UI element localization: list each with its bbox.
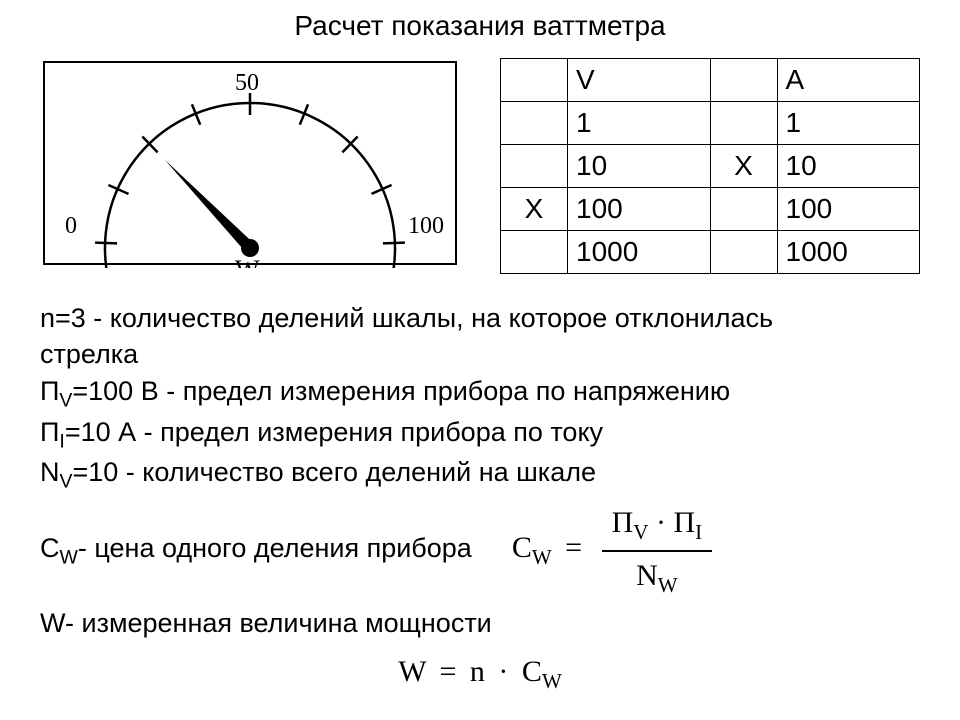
def-nv: NV=10 - количество всего делений на шкал… [40, 454, 920, 495]
dot: · [498, 655, 508, 688]
text: =100 В - предел измерения прибора по нап… [72, 376, 730, 406]
text: стрелка [40, 339, 138, 369]
def-n: n=3 - количество делений шкалы, на котор… [40, 300, 920, 373]
text: - цена одного деления прибора [78, 533, 472, 563]
value-A-10: 10 [777, 145, 920, 188]
cell-blank [710, 59, 777, 102]
subscript: W [542, 669, 562, 693]
sym: П [612, 506, 634, 539]
def-pv: ПV=100 В - предел измерения прибора по н… [40, 373, 920, 414]
range-table-container: V A 1 1 10 X 10 X 100 100 1000 1000 [500, 58, 920, 274]
definitions-block: n=3 - количество делений шкалы, на котор… [40, 300, 920, 695]
dot: · [656, 506, 666, 539]
text: П [40, 376, 59, 406]
subscript: W [658, 573, 678, 597]
cw-row: CW- цена одного деления прибора CW = ПV … [40, 501, 920, 600]
text: =10 - количество всего делений на шкале [72, 457, 596, 487]
svg-text:100: 100 [408, 213, 444, 239]
rhs-c: C [522, 655, 542, 688]
table-row: 1000 1000 [501, 231, 920, 274]
sym: N [636, 559, 658, 592]
rhs-n: n [470, 655, 485, 688]
table-row: V A [501, 59, 920, 102]
def-w: W- измеренная величина мощности [40, 605, 920, 641]
text: n=3 - количество делений шкалы, на котор… [40, 303, 773, 333]
sym: П [673, 506, 695, 539]
value-A-100: 100 [777, 188, 920, 231]
formula-w: W = n · CW [40, 652, 920, 695]
value-V-1: 1 [568, 102, 711, 145]
text: N [40, 457, 60, 487]
value-V-10: 10 [568, 145, 711, 188]
value-V-100: 100 [568, 188, 711, 231]
table-row: X 100 100 [501, 188, 920, 231]
subscript: I [695, 520, 702, 544]
mark-A-100 [710, 188, 777, 231]
svg-text:0: 0 [65, 213, 77, 239]
def-cw: CW- цена одного деления прибора [40, 530, 472, 571]
lhs: W [398, 655, 426, 688]
subscript: V [59, 389, 72, 411]
range-table: V A 1 1 10 X 10 X 100 100 1000 1000 [500, 58, 920, 274]
value-A-1000: 1000 [777, 231, 920, 274]
subscript: W [532, 545, 552, 569]
formula-cw: CW = ПV · ПI NW [512, 501, 718, 600]
subscript: V [60, 471, 73, 493]
svg-text:50: 50 [235, 70, 259, 96]
value-A-1: 1 [777, 102, 920, 145]
mark-A-10: X [710, 145, 777, 188]
value-V-1000: 1000 [568, 231, 711, 274]
wattmeter-svg: 0 50 100 W [40, 58, 460, 268]
lhs: C [512, 531, 532, 564]
equals: = [440, 655, 457, 688]
fraction: ПV · ПI NW [602, 501, 713, 600]
mark-V-1 [501, 102, 568, 145]
mark-A-1 [710, 102, 777, 145]
text: W- измеренная величина мощности [40, 608, 492, 638]
numerator: ПV · ПI [602, 501, 713, 552]
text: П [40, 417, 59, 447]
denominator: NW [602, 552, 713, 599]
table-row: 10 X 10 [501, 145, 920, 188]
svg-text:W: W [235, 255, 260, 268]
mark-V-1000 [501, 231, 568, 274]
equals: = [565, 531, 582, 564]
header-V: V [568, 59, 711, 102]
def-pi: ПI=10 А - предел измерения прибора по то… [40, 414, 920, 455]
mark-V-10 [501, 145, 568, 188]
cell-blank [501, 59, 568, 102]
text: =10 А - предел измерения прибора по току [65, 417, 603, 447]
header-A: A [777, 59, 920, 102]
table-row: 1 1 [501, 102, 920, 145]
wattmeter-gauge: 0 50 100 W [40, 58, 460, 268]
page-title: Расчет показания ваттметра [0, 10, 960, 42]
mark-A-1000 [710, 231, 777, 274]
text: C [40, 533, 60, 563]
subscript: W [60, 546, 78, 568]
subscript: V [633, 520, 648, 544]
mark-V-100: X [501, 188, 568, 231]
